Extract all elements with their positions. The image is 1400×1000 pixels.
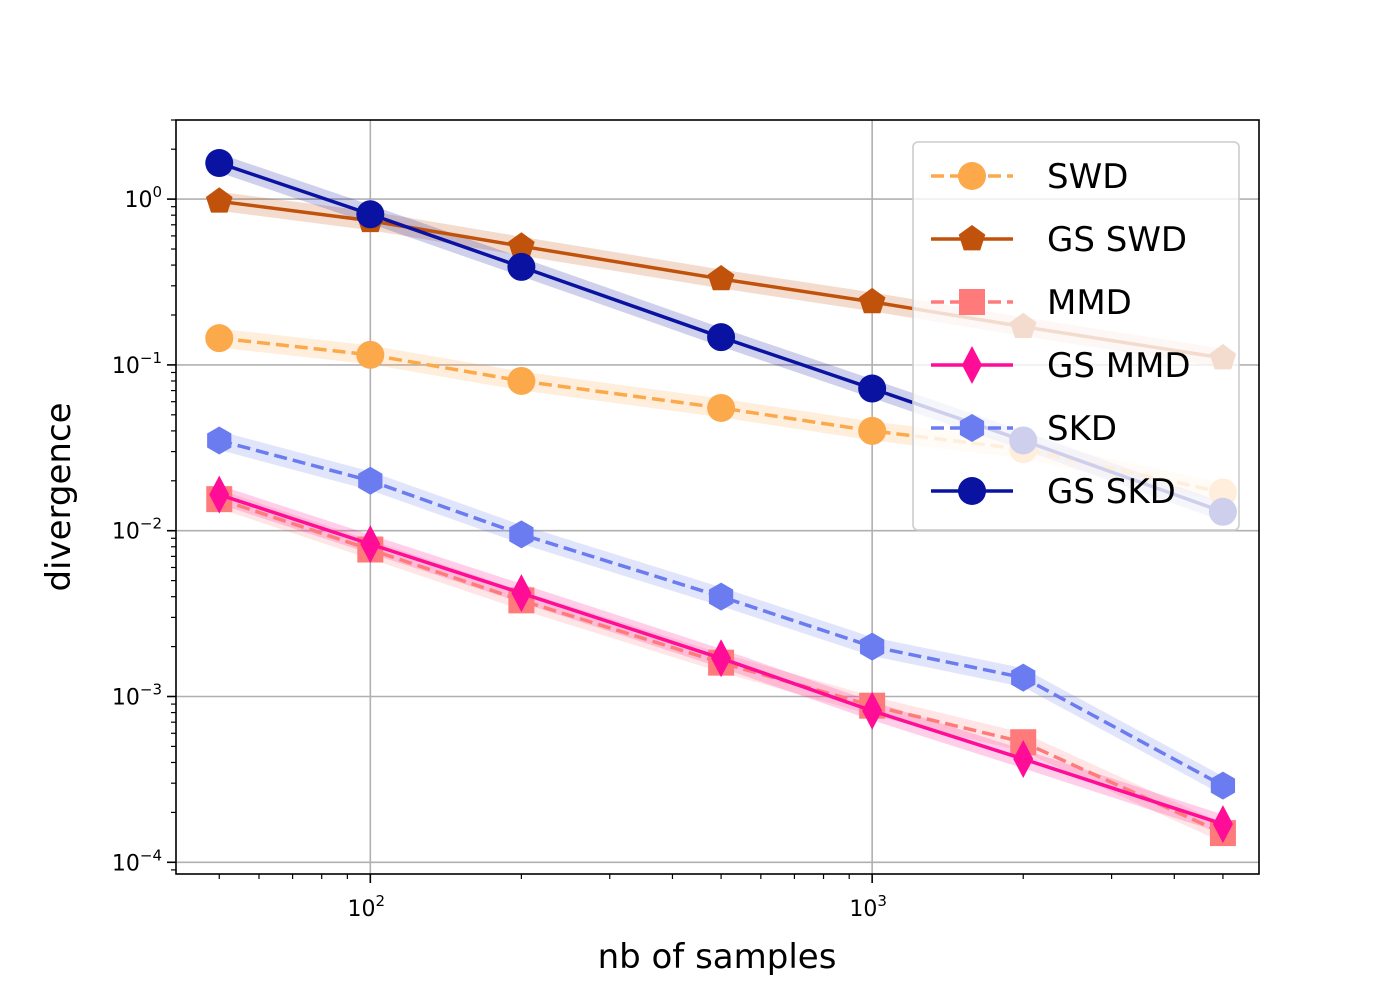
point-gs-skd	[205, 149, 234, 178]
confidence-band	[219, 431, 1223, 796]
y-axis-title: divergence	[39, 402, 79, 591]
point-swd	[356, 340, 385, 369]
point-skd	[1210, 771, 1236, 800]
legend-marker-skd	[959, 414, 985, 442]
axes: 102 103 100 10−1 10−2 10−3 10−4	[112, 119, 1260, 922]
point-swd	[205, 324, 234, 353]
point-gs-skd	[707, 323, 736, 352]
y-tick-label: 10−1	[112, 349, 162, 379]
legend-label-gs-skd: GS SKD	[1047, 472, 1176, 512]
legend-label-skd: SKD	[1047, 409, 1117, 449]
point-swd	[858, 416, 887, 445]
grid	[176, 120, 1259, 874]
y-tick-label: 10−3	[112, 680, 162, 710]
point-gs-skd	[356, 200, 385, 229]
legend-marker-gs-swd	[958, 225, 986, 251]
legend: SWD GS SWD MMD GS MMD SKD GS SKD	[912, 141, 1240, 531]
point-gs-mmd	[511, 574, 532, 613]
legend-label-gs-mmd: GS MMD	[1047, 346, 1191, 386]
point-skd	[1011, 663, 1036, 692]
point-gs-swd	[858, 287, 886, 314]
point-gs-mmd	[711, 639, 732, 678]
legend-marker-gs-mmd	[962, 346, 982, 384]
legend-label-gs-swd: GS SWD	[1047, 220, 1187, 260]
point-gs-skd	[858, 374, 887, 403]
legend-marker-swd	[958, 162, 986, 190]
point-skd	[207, 426, 232, 455]
y-tick-label: 10−4	[112, 846, 162, 876]
y-tick-label: 100	[124, 183, 162, 213]
legend-label-mmd: MMD	[1047, 283, 1132, 323]
legend-marker-gs-skd	[958, 477, 986, 505]
x-tick-label: 102	[348, 892, 386, 922]
point-gs-skd	[507, 252, 536, 281]
point-gs-mmd	[1013, 739, 1034, 778]
point-gs-swd	[707, 264, 735, 291]
point-gs-swd	[508, 232, 535, 258]
x-axis-title: nb of samples	[598, 937, 837, 977]
point-gs-mmd	[1212, 805, 1233, 844]
point-swd	[707, 393, 736, 422]
point-gs-swd	[205, 187, 233, 213]
y-tick-label: 10−2	[112, 515, 162, 545]
point-swd	[507, 366, 536, 395]
point-gs-mmd	[862, 691, 883, 730]
point-gs-mmd	[209, 475, 230, 514]
point-skd	[708, 582, 734, 611]
point-skd	[860, 632, 885, 661]
legend-label-swd: SWD	[1047, 157, 1128, 197]
point-gs-mmd	[360, 525, 381, 564]
point-skd	[509, 520, 534, 549]
plot-frame	[175, 119, 1260, 875]
point-skd	[358, 466, 383, 495]
legend-marker-mmd	[959, 289, 985, 315]
x-tick-label: 103	[849, 892, 887, 922]
